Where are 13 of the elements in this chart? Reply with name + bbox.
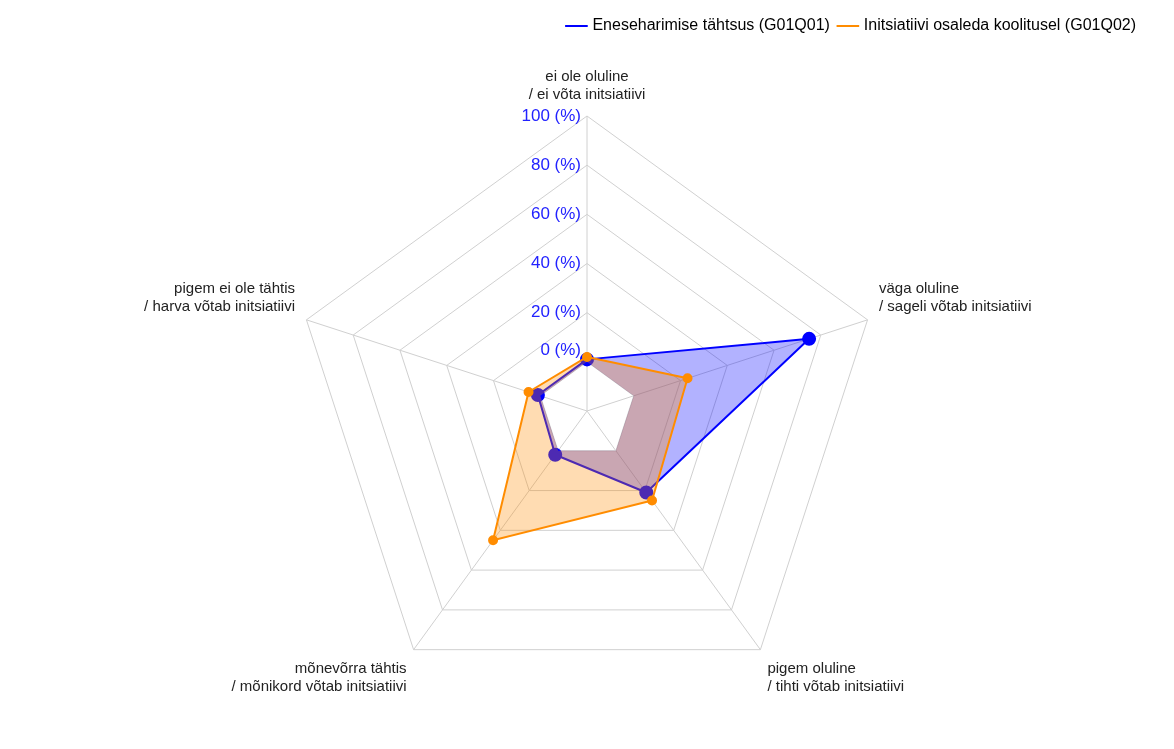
legend-label: Initsiatiivi osaleda koolitusel (G01Q02) bbox=[863, 16, 1137, 34]
y-tick-label: 60 (%) bbox=[530, 204, 581, 224]
spoke-label: ei ole oluline / ei võta initsiatiivi bbox=[528, 67, 646, 103]
spoke-label: pigem oluline / tihti võtab initsiatiivi bbox=[767, 658, 905, 694]
y-tick-label: 80 (%) bbox=[530, 154, 581, 174]
spoke-label: mõnevõrra tähtis / mõnikord võtab initsiatiivi bbox=[231, 658, 407, 694]
y-tick-label: 100 (%) bbox=[521, 105, 581, 125]
y-tick-label: 40 (%) bbox=[530, 253, 581, 273]
spoke-label: väga oluline / sageli võtab initsiatiivi bbox=[878, 279, 1032, 315]
legend-label: Eneseharimise tähtsus (G01Q01) bbox=[592, 16, 830, 34]
y-tick-label: 20 (%) bbox=[530, 302, 581, 322]
spoke-label: pigem ei ole tähtis / harva võtab initsiatiivi bbox=[144, 279, 296, 315]
y-tick-label: 0 (%) bbox=[540, 339, 581, 359]
